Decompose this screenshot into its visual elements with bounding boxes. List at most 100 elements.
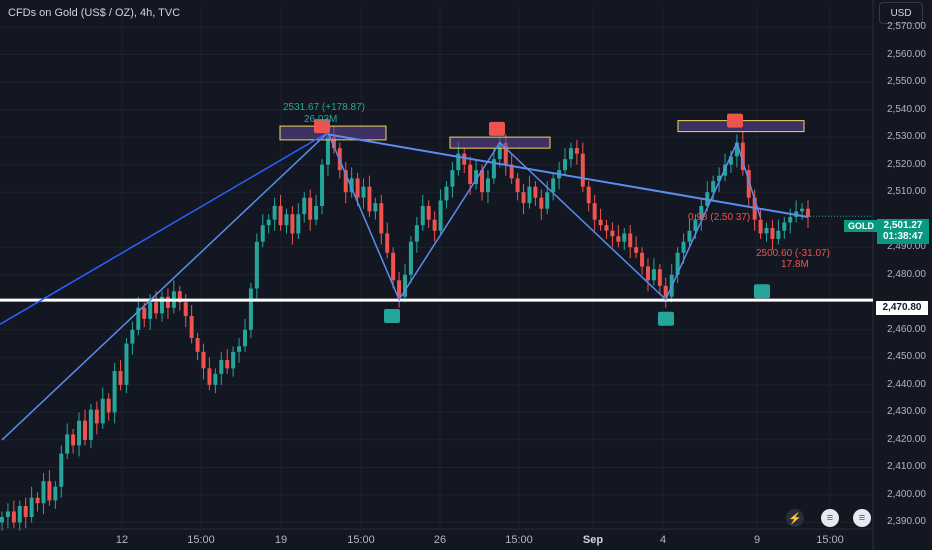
us-flag-icon[interactable]: ≡: [853, 509, 871, 527]
price-tick-label: 2,410.00: [887, 461, 926, 473]
candle-body: [391, 252, 396, 281]
sell-signal-marker: [727, 113, 743, 128]
candle-body: [35, 497, 40, 504]
candle-body: [740, 142, 745, 171]
candle-body: [0, 516, 4, 523]
candle-body: [308, 197, 313, 220]
candle-body: [219, 360, 224, 374]
candle-body: [5, 511, 10, 517]
candle-body: [657, 269, 662, 286]
currency-button[interactable]: USD: [879, 2, 923, 24]
candle-body: [592, 203, 597, 220]
candle-body: [65, 434, 70, 454]
candle-body: [746, 170, 751, 198]
candle-body: [349, 178, 354, 193]
candle-body: [385, 233, 390, 253]
candle-body: [237, 346, 242, 352]
price-tick-label: 2,390.00: [887, 516, 926, 528]
candle-body: [468, 164, 473, 184]
candle-body: [645, 266, 650, 281]
time-tick-label: 12: [115, 534, 129, 546]
candle-body: [367, 186, 372, 212]
time-tick-label: 15:00: [347, 534, 375, 546]
candle-body: [343, 170, 348, 193]
candle-body: [610, 230, 615, 237]
candle-body: [711, 181, 716, 193]
candle-body: [480, 170, 485, 193]
last-price-value: 2,501.27: [883, 220, 923, 231]
lightning-icon[interactable]: ⚡: [786, 509, 804, 527]
candle-body: [154, 302, 159, 314]
support-level-label: 2,470.80: [876, 301, 928, 315]
candle-body: [675, 252, 680, 275]
candle-body: [456, 153, 461, 171]
candle-body: [213, 373, 218, 385]
candle-body: [628, 233, 633, 248]
candle-body: [225, 360, 230, 369]
candle-body: [533, 186, 538, 198]
time-tick-label: 4: [659, 534, 667, 546]
time-tick-label: 15:00: [816, 534, 844, 546]
price-tick-label: 2,440.00: [887, 378, 926, 390]
candle-body: [260, 225, 265, 242]
candle-body: [112, 371, 117, 413]
price-tick-label: 2,480.00: [887, 268, 926, 280]
candle-body: [100, 398, 105, 424]
candle-body: [165, 296, 170, 308]
candle-body: [118, 371, 123, 385]
candle-body: [94, 409, 99, 424]
trend-line: [0, 131, 329, 325]
time-tick-label: 15:00: [505, 534, 533, 546]
candle-body: [563, 159, 568, 171]
candle-body: [130, 329, 135, 344]
candle-body: [284, 214, 289, 226]
last-price-label: 2,501.27 01:38:47: [877, 219, 929, 244]
chart-grid: [0, 0, 874, 550]
time-tick-label: 19: [274, 534, 288, 546]
price-tick-label: 2,420.00: [887, 433, 926, 445]
candle-body: [47, 481, 52, 501]
neckline: [327, 133, 809, 218]
price-tick-label: 2,400.00: [887, 488, 926, 500]
candle-body: [11, 511, 16, 523]
price-tick-label: 2,550.00: [887, 76, 926, 88]
candle-body: [450, 170, 455, 187]
candle-body: [379, 203, 384, 234]
candle-countdown: 01:38:47: [882, 231, 924, 242]
price-tick-label: 2,510.00: [887, 186, 926, 198]
candle-body: [201, 351, 206, 369]
peak-change-annotation: 2531.67 (+178.87): [283, 102, 366, 113]
candle-body: [278, 205, 283, 226]
sell-signal-marker: [314, 119, 330, 134]
candle-body: [764, 227, 769, 234]
candle-body: [325, 137, 330, 165]
candle-body: [195, 338, 200, 352]
candle-body: [800, 208, 805, 212]
candle-body: [776, 230, 781, 239]
price-tick-label: 2,570.00: [887, 21, 926, 33]
resistance-zone: [279, 125, 387, 141]
price-tick-label: 2,430.00: [887, 406, 926, 418]
candle-body: [290, 214, 295, 234]
candle-body: [539, 197, 544, 209]
time-tick-label: 15:00: [187, 534, 215, 546]
price-tick-label: 2,520.00: [887, 158, 926, 170]
candle-body: [189, 316, 194, 339]
candle-body: [248, 288, 253, 330]
candle-body: [426, 205, 431, 220]
candle-body: [806, 208, 810, 217]
candle-body: [788, 216, 793, 223]
candle-body: [414, 225, 419, 242]
candle-body: [420, 205, 425, 226]
low-change-annotation: 2500.60 (-31.07): [756, 248, 830, 259]
candle-body: [734, 142, 739, 157]
candle-body: [545, 192, 550, 209]
candle-body: [598, 219, 603, 226]
candle-body: [272, 205, 277, 220]
us-flag-icon[interactable]: ≡: [821, 509, 839, 527]
candle-body: [485, 178, 490, 193]
candle-body: [509, 164, 514, 179]
price-tick-label: 2,540.00: [887, 103, 926, 115]
candle-body: [82, 420, 87, 440]
